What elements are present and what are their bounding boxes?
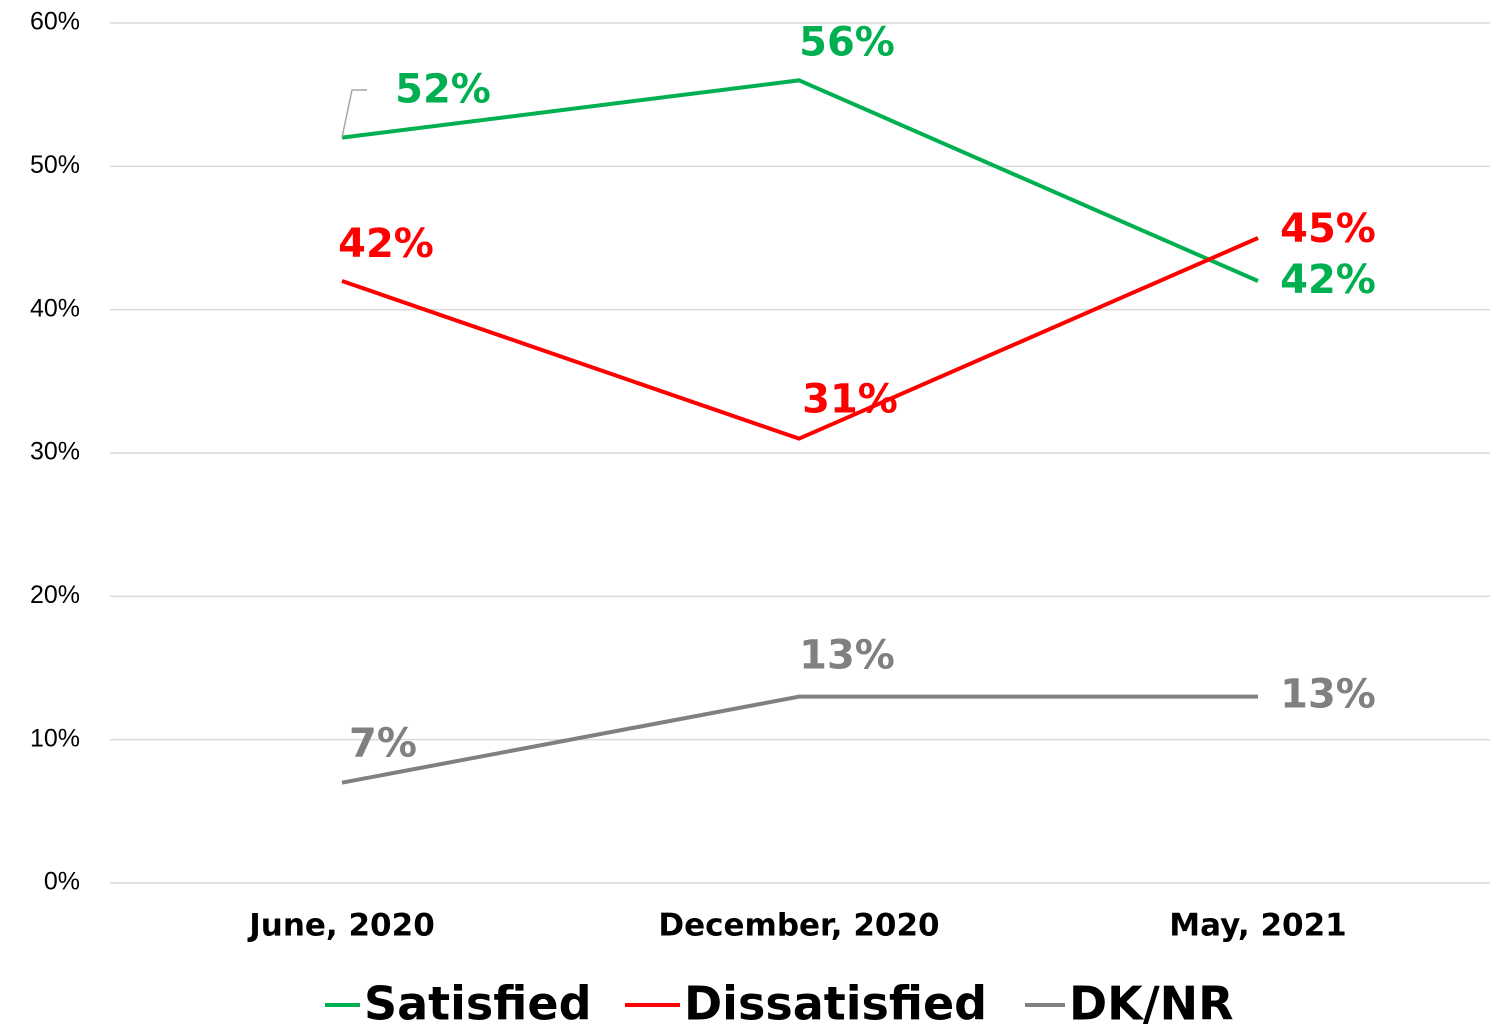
data-label: 7%	[349, 721, 417, 767]
y-tick-label: 30%	[30, 438, 80, 466]
legend-label: Dissatisfied	[684, 977, 987, 1031]
leader-line	[341, 89, 367, 138]
data-label: 13%	[799, 633, 895, 679]
y-tick-label: 20%	[30, 581, 80, 609]
data-label: 42%	[1280, 257, 1376, 303]
y-tick-label: 60%	[30, 8, 80, 36]
data-label: 56%	[799, 19, 895, 65]
y-tick-label: 50%	[30, 151, 80, 179]
data-label: 52%	[395, 67, 491, 113]
series-line	[341, 236, 1259, 441]
series-line	[341, 694, 1258, 785]
y-tick-label: 10%	[30, 724, 80, 752]
data-label: 45%	[1280, 206, 1376, 252]
x-tick-label: May, 2021	[1169, 908, 1346, 944]
series-line	[341, 78, 1259, 283]
y-tick-label: 40%	[30, 294, 80, 322]
legend-label: Satisfied	[364, 977, 592, 1031]
legend-label: DK/NR	[1069, 977, 1234, 1031]
y-tick-label: 0%	[44, 868, 80, 896]
x-tick-label: December, 2020	[658, 908, 939, 944]
data-label: 31%	[802, 377, 898, 423]
x-tick-label: June, 2020	[247, 908, 435, 944]
data-label: 42%	[338, 221, 434, 267]
data-label: 13%	[1280, 672, 1376, 718]
